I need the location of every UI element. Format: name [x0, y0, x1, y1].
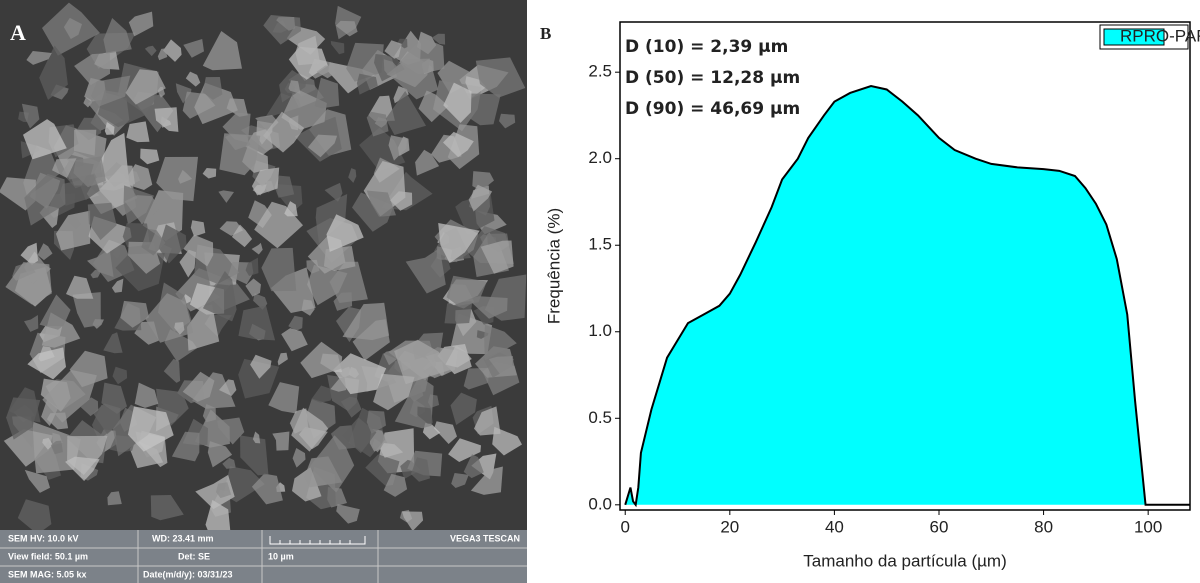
info-text: View field: 50.1 µm: [8, 551, 88, 561]
info-text: Det: SE: [178, 551, 210, 561]
area-fill: [625, 86, 1190, 505]
y-tick-label: 0.0: [588, 494, 612, 513]
annotation: D (50) = 12,28 µm: [625, 68, 800, 88]
y-tick-label: 0.5: [588, 408, 612, 427]
x-tick-label: 60: [930, 517, 949, 536]
y-tick-label: 1.0: [588, 321, 612, 340]
legend-label: RPRO-PAR: [1120, 26, 1200, 45]
panel-label: B: [540, 24, 551, 43]
info-text: 10 µm: [268, 551, 294, 561]
info-text: WD: 23.41 mm: [152, 533, 214, 543]
info-text: SEM HV: 10.0 kV: [8, 533, 79, 543]
y-axis-label: Frequência (%): [544, 208, 563, 324]
x-tick-label: 100: [1134, 517, 1162, 536]
figure: A SEM HV: 10.0 kV WD: 23.41 mm VEGA3 TES…: [0, 0, 1200, 583]
y-tick-label: 2.5: [588, 62, 612, 81]
y-tick-label: 2.0: [588, 148, 612, 167]
x-tick-label: 80: [1034, 517, 1053, 536]
info-text: SEM MAG: 5.05 kx: [8, 569, 87, 579]
sem-particle: [126, 121, 149, 142]
chart: B 0 20 40 60 80 100 0.0 0.5 1.0 1.5 2.0 2.5 Tamanho d…: [540, 22, 1200, 570]
annotation: D (90) = 46,69 µm: [625, 99, 800, 119]
info-text: VEGA3 TESCAN: [450, 533, 520, 543]
sem-info-bar: SEM HV: 10.0 kV WD: 23.41 mm VEGA3 TESCA…: [0, 530, 527, 583]
annotation: D (10) = 2,39 µm: [625, 37, 788, 57]
legend: RPRO-PAR: [1100, 25, 1200, 49]
panel-label: A: [10, 20, 26, 45]
x-tick-label: 20: [720, 517, 739, 536]
x-tick-label: 0: [620, 517, 629, 536]
x-tick-label: 40: [825, 517, 844, 536]
info-text: Date(m/d/y): 03/31/23: [143, 569, 233, 579]
sem-particle: [324, 246, 356, 271]
sem-image: A: [0, 0, 527, 535]
y-tick-label: 1.5: [588, 235, 612, 254]
x-axis-label: Tamanho da partícula (µm): [803, 551, 1007, 570]
